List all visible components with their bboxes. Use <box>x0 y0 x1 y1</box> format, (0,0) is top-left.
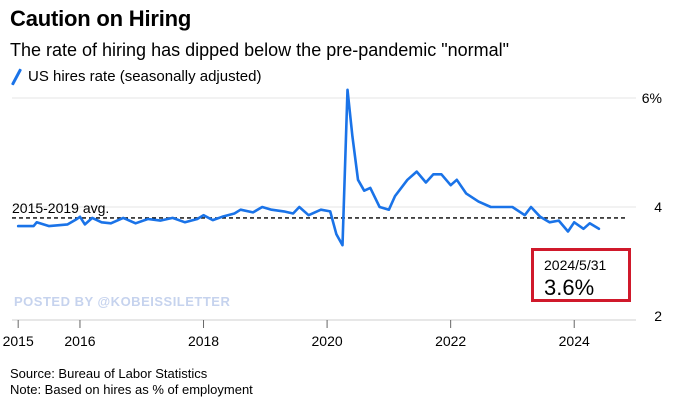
watermark: POSTED BY @KOBEISSILETTER <box>14 294 231 309</box>
grid <box>12 97 636 208</box>
legend-label: US hires rate (seasonally adjusted) <box>28 68 262 85</box>
reference-line-label: 2015-2019 avg. <box>12 200 109 216</box>
x-tick-label: 2015 <box>3 333 34 349</box>
callout-value: 3.6% <box>544 275 595 300</box>
y-tick-label: 2 <box>654 308 662 324</box>
x-tick-label: 2022 <box>435 333 466 349</box>
legend: US hires rate (seasonally adjusted) <box>10 68 261 85</box>
x-tick-label: 2018 <box>188 333 219 349</box>
y-tick-label: 4 <box>654 199 662 215</box>
x-tick-label: 2024 <box>559 333 590 349</box>
latest-value-callout: 2024/5/31 3.6% <box>531 248 631 302</box>
reference-line-group: 2015-2019 avg. <box>12 200 628 219</box>
series-line-0 <box>16 88 601 247</box>
source-note: Source: Bureau of Labor Statistics <box>10 366 208 381</box>
series-group <box>16 88 601 247</box>
x-tick-label: 2020 <box>312 333 343 349</box>
y-tick-label: 6% <box>642 90 662 106</box>
chart-subtitle: The rate of hiring has dipped below the … <box>10 40 510 60</box>
footnote: Note: Based on hires as % of employment <box>10 382 253 397</box>
chart-title: Caution on Hiring <box>10 6 192 31</box>
callout-date: 2024/5/31 <box>544 257 607 273</box>
x-axis: 2015 2016 2018 2020 2022 2024 <box>3 319 636 349</box>
y-axis: 2 4 6% <box>642 90 662 324</box>
x-tick-label: 2016 <box>64 333 95 349</box>
